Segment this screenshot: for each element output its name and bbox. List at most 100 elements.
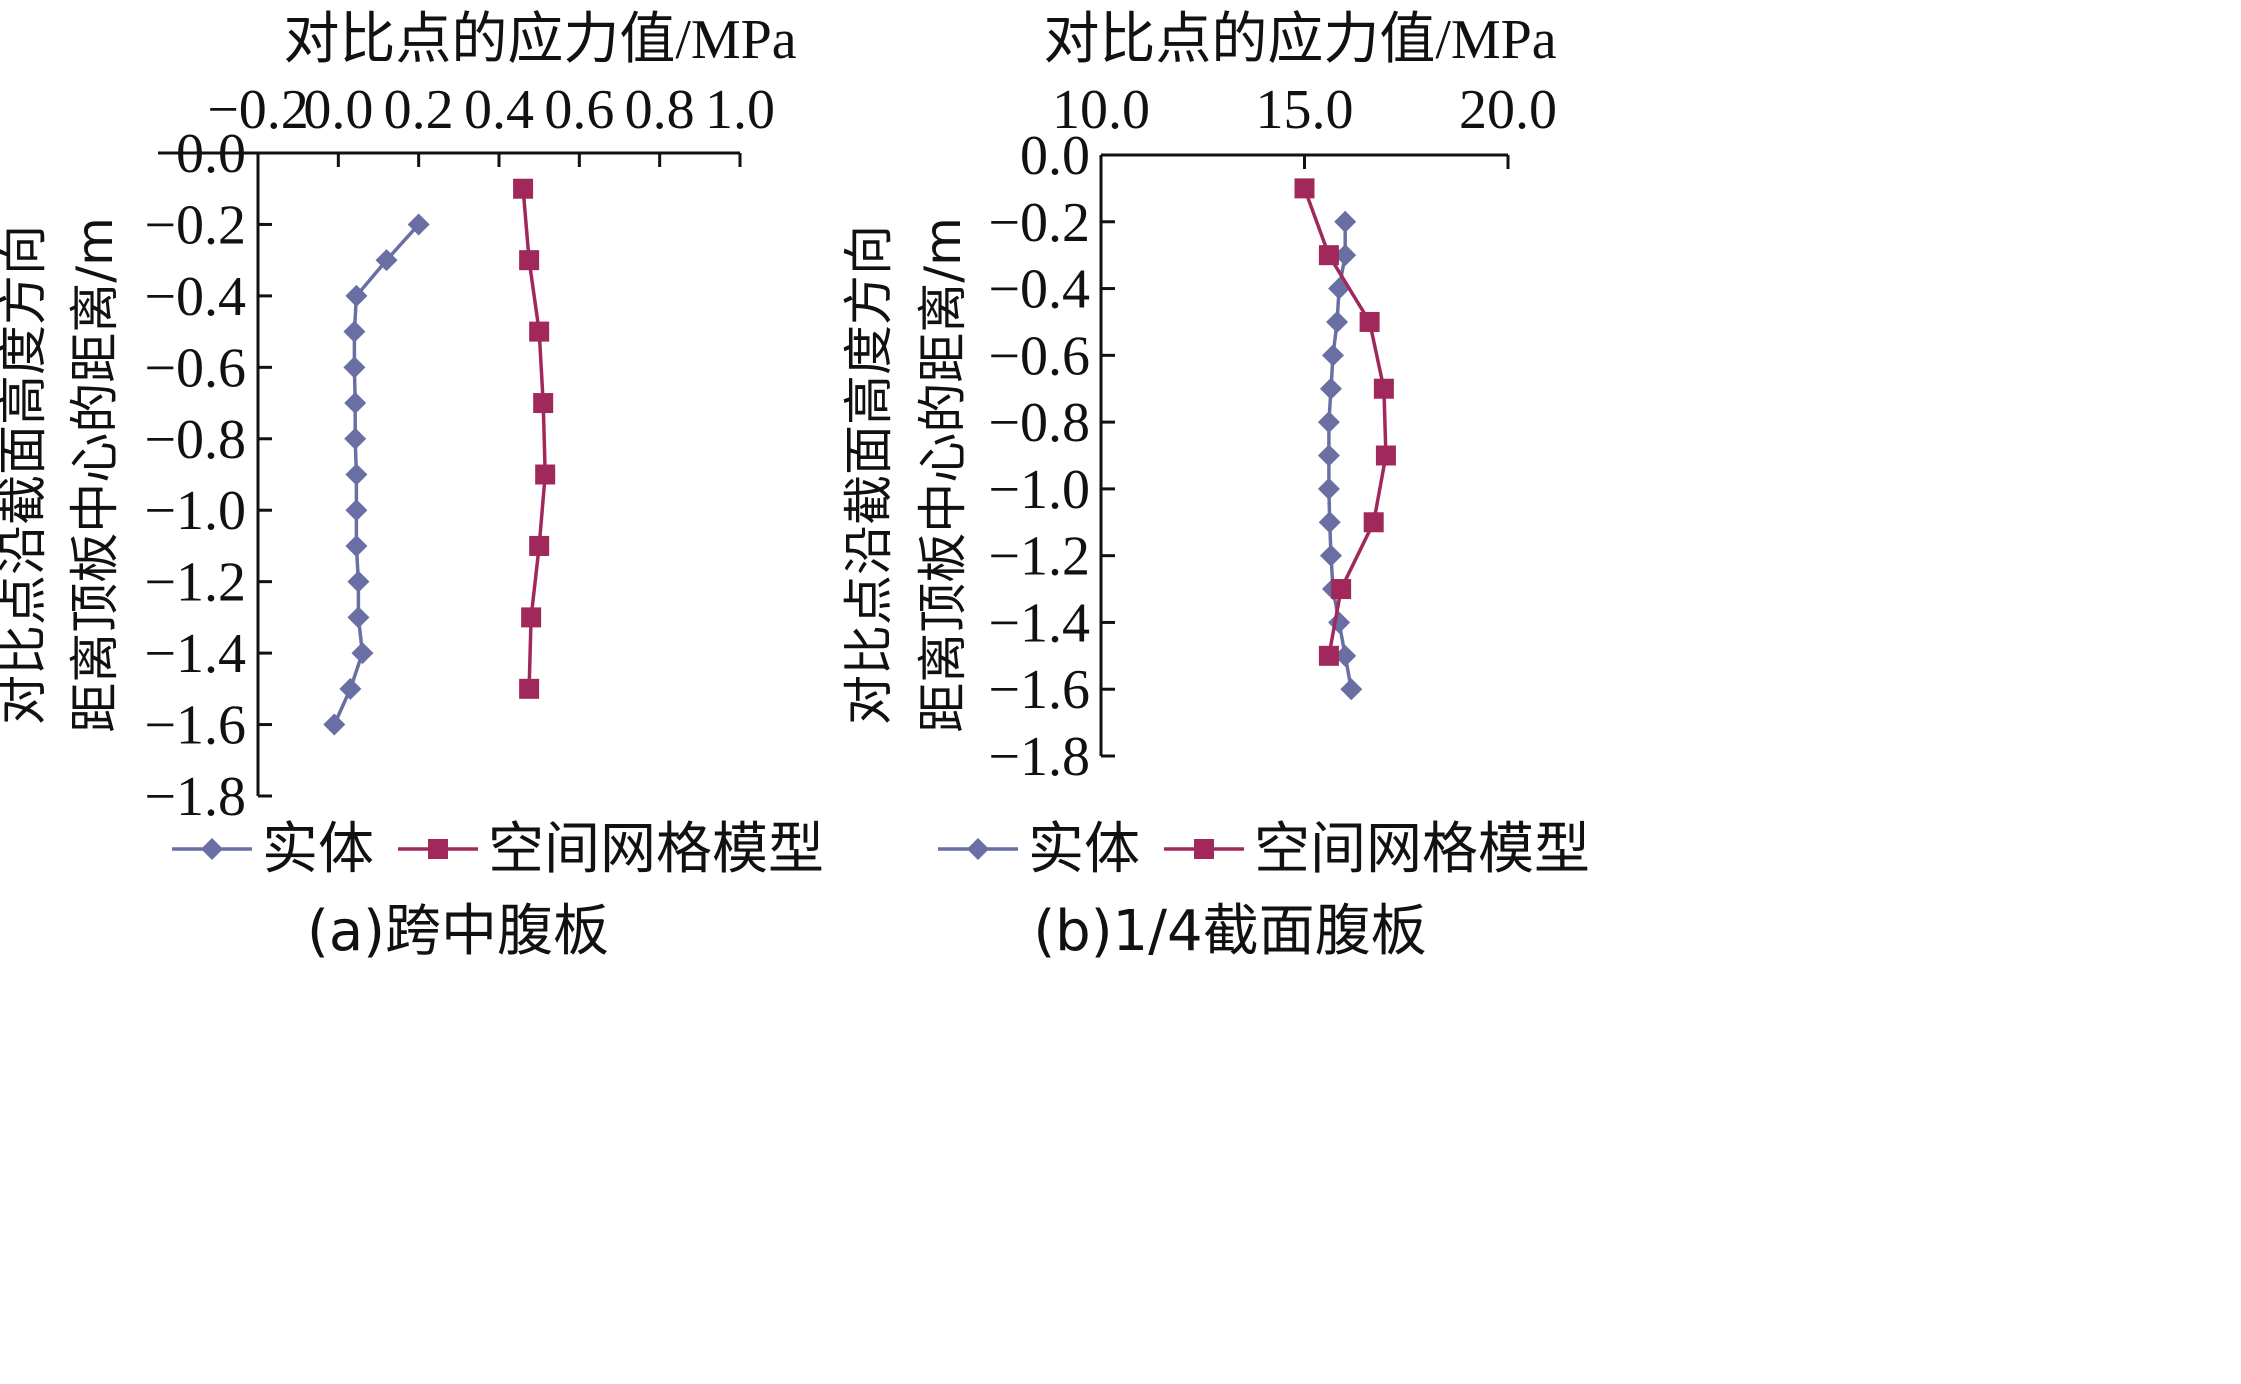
y-tick-label: −0.2	[988, 192, 1090, 254]
data-point-square	[519, 250, 540, 271]
x-tick-label: 20.0	[1459, 79, 1557, 141]
chart-a: −0.20.0 0.2 0.4 0.6 0.8 1.00.0−0.2−0.4−0.6−0.…	[0, 9, 824, 964]
x-tick-label: 0.2	[384, 79, 454, 141]
data-point-diamond	[1340, 678, 1363, 701]
data-point-diamond	[345, 463, 368, 486]
data-point-diamond	[343, 356, 366, 379]
legend-label: 空间网格模型	[488, 817, 824, 882]
x-axis-label: 对比点的应力值/MPa	[1043, 9, 1556, 71]
data-point-diamond	[343, 320, 366, 343]
y-tick-label: −1.2	[144, 552, 246, 614]
data-point-diamond	[1326, 310, 1349, 333]
y-tick-label: −1.6	[144, 695, 246, 757]
y-tick-label: −1.2	[988, 526, 1090, 588]
y-axis-label: 距离顶板中心的距离/m	[66, 217, 124, 733]
y-axis-label: 距离顶板中心的距离/m	[914, 217, 972, 733]
y-tick-label: −0.4	[144, 266, 246, 328]
legend-label: 实体	[1028, 817, 1140, 882]
data-point-diamond	[1317, 477, 1340, 500]
series-solid	[1317, 210, 1363, 701]
y-tick-label: −0.4	[988, 259, 1090, 321]
data-point-diamond	[344, 392, 367, 415]
data-point-diamond	[375, 249, 398, 272]
series-line	[521, 188, 547, 689]
data-point-diamond	[323, 713, 346, 736]
data-point-diamond	[1334, 644, 1357, 667]
x-tick-label: 15.0	[1256, 79, 1354, 141]
data-point-diamond	[1319, 544, 1342, 567]
y-axis-label: 对比点沿截面高度方向	[0, 225, 52, 725]
data-point-square	[1318, 245, 1339, 266]
data-point-square	[1294, 178, 1315, 199]
data-point-square	[521, 607, 542, 628]
data-point-square	[1373, 378, 1394, 399]
data-point-diamond	[345, 534, 368, 557]
data-point-diamond	[1334, 244, 1357, 267]
y-tick-label: −0.8	[988, 392, 1090, 454]
data-point-diamond	[1328, 611, 1351, 634]
x-tick-label: 0.0	[303, 79, 373, 141]
data-point-diamond	[344, 427, 367, 450]
y-tick-label: −0.8	[144, 409, 246, 471]
chart-b: 10.0 15.0 20.00.0−0.2−0.4−0.6−0.8−1.0−1.2−…	[840, 9, 1590, 964]
y-tick-label: −0.6	[988, 325, 1090, 387]
legend-label: 实体	[262, 817, 374, 882]
data-point-diamond	[339, 677, 362, 700]
legend-label: 空间网格模型	[1254, 817, 1590, 882]
data-point-square	[519, 678, 540, 699]
legend-marker-diamond	[967, 838, 989, 860]
data-point-square	[1359, 311, 1380, 332]
data-point-square	[535, 464, 556, 485]
y-tick-label: −1.8	[144, 766, 246, 828]
x-tick-label: 10.0	[1052, 79, 1150, 141]
data-point-square	[1331, 579, 1352, 600]
y-tick-label: −1.4	[988, 592, 1090, 654]
data-point-square	[529, 321, 550, 342]
data-point-diamond	[345, 284, 368, 307]
y-tick-label: −0.6	[144, 337, 246, 399]
series-line	[1302, 187, 1388, 657]
data-point-diamond	[1328, 277, 1351, 300]
data-point-diamond	[1317, 444, 1340, 467]
x-tick-label: 0.8	[625, 79, 695, 141]
data-point-square	[513, 178, 534, 199]
data-point-diamond	[347, 606, 370, 629]
x-tick-label: 0.6	[544, 79, 614, 141]
data-point-diamond	[1334, 210, 1357, 233]
y-axis-label: 对比点沿截面高度方向	[840, 225, 898, 725]
data-point-diamond	[1321, 344, 1344, 367]
data-point-diamond	[1319, 377, 1342, 400]
legend: 实体 空间网格模型	[172, 817, 824, 882]
y-tick-label: −1.4	[144, 623, 246, 685]
y-tick-label: −1.8	[988, 726, 1090, 788]
figure-caption: (a)跨中腹板	[307, 899, 609, 964]
series-grid-model	[513, 178, 556, 699]
data-point-diamond	[1317, 411, 1340, 434]
data-point-square	[533, 393, 554, 414]
series-solid	[323, 213, 430, 736]
data-point-diamond	[351, 642, 374, 665]
data-point-square	[1318, 645, 1339, 666]
legend-marker-diamond	[201, 838, 223, 860]
x-axis-label: 对比点的应力值/MPa	[283, 9, 796, 71]
legend: 实体 空间网格模型	[938, 817, 1590, 882]
data-point-square	[529, 535, 550, 556]
data-point-square	[1363, 512, 1384, 533]
series-grid-model	[1294, 178, 1396, 666]
y-tick-label: −0.2	[144, 194, 246, 256]
figure-caption: (b)1/4截面腹板	[1033, 899, 1426, 964]
x-tick-label: 1.0	[705, 79, 775, 141]
legend-marker-square	[428, 839, 448, 859]
data-point-diamond	[347, 570, 370, 593]
data-point-diamond	[345, 499, 368, 522]
y-tick-label: −1.0	[988, 459, 1090, 521]
y-tick-label: 0.0	[176, 123, 246, 185]
data-point-diamond	[407, 213, 430, 236]
x-tick-label: −0.2	[207, 79, 309, 141]
x-tick-label: 0.4	[464, 79, 534, 141]
y-tick-label: −1.6	[988, 659, 1090, 721]
data-point-diamond	[1318, 511, 1341, 534]
y-tick-label: 0.0	[1020, 125, 1090, 187]
y-tick-label: −1.0	[144, 480, 246, 542]
